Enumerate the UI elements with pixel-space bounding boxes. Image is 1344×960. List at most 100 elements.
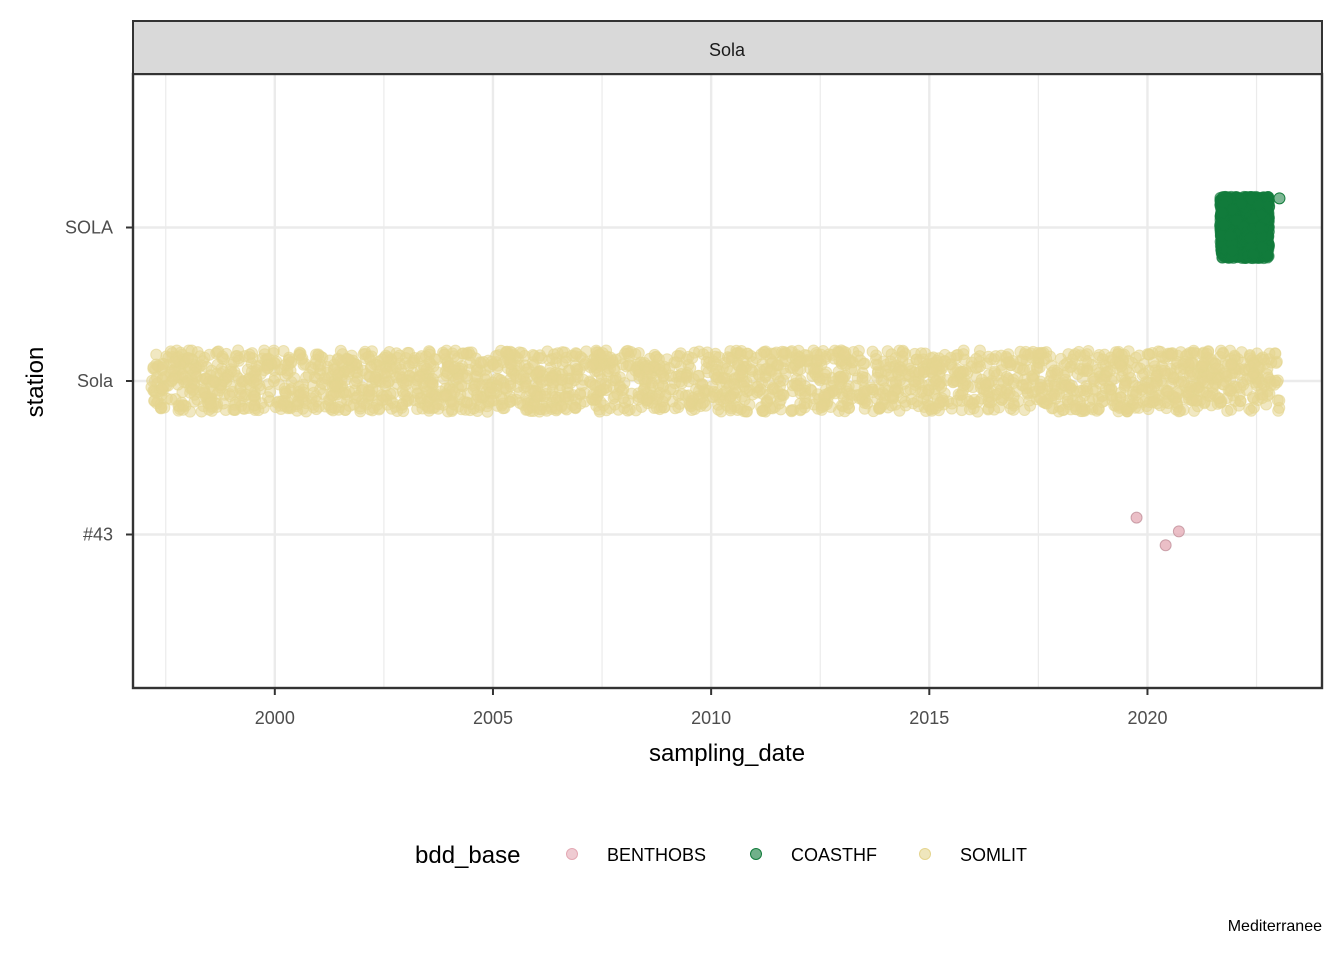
point-somlit: [885, 369, 898, 382]
point-somlit: [929, 402, 942, 415]
point-somlit: [1063, 381, 1076, 394]
point-somlit: [672, 389, 685, 402]
point-somlit: [279, 359, 292, 372]
point-somlit: [990, 368, 1003, 381]
point-somlit: [544, 361, 557, 374]
point-somlit: [520, 403, 533, 416]
point-benthobs: [1130, 511, 1143, 524]
point-somlit: [470, 394, 483, 407]
point-somlit: [735, 364, 748, 377]
point-somlit: [426, 378, 439, 391]
point-coasthf: [1226, 203, 1239, 216]
point-coasthf: [1235, 197, 1248, 210]
point-somlit: [606, 354, 619, 367]
point-somlit: [247, 389, 260, 402]
series-benthobs: [1130, 511, 1185, 552]
point-somlit: [156, 382, 169, 395]
point-somlit: [836, 371, 849, 384]
point-somlit: [1000, 350, 1013, 363]
point-somlit: [1188, 404, 1201, 417]
point-somlit: [381, 398, 394, 411]
point-somlit: [871, 371, 884, 384]
point-somlit: [538, 390, 551, 403]
point-somlit: [935, 381, 948, 394]
point-somlit: [424, 357, 437, 370]
y-axis-label: station: [22, 347, 49, 418]
point-somlit: [851, 372, 864, 385]
point-somlit: [760, 362, 773, 375]
point-somlit: [1158, 364, 1171, 377]
point-coasthf: [1215, 206, 1228, 219]
point-somlit: [414, 392, 427, 405]
point-somlit: [176, 368, 189, 381]
point-somlit: [680, 371, 693, 384]
point-somlit: [480, 369, 493, 382]
y-axis: #43 Sola SOLA: [65, 218, 133, 545]
point-somlit: [555, 373, 568, 386]
point-somlit: [1048, 388, 1061, 401]
point-somlit: [700, 355, 713, 368]
point-somlit: [641, 393, 654, 406]
point-somlit: [187, 383, 200, 396]
point-somlit: [150, 348, 163, 361]
point-somlit: [568, 401, 581, 414]
point-somlit: [1121, 405, 1134, 418]
point-somlit: [328, 401, 341, 414]
point-somlit: [1197, 358, 1210, 371]
point-somlit: [866, 345, 879, 358]
point-somlit: [1035, 392, 1048, 405]
point-somlit: [481, 405, 494, 418]
point-somlit: [1118, 379, 1131, 392]
point-coasthf: [1224, 229, 1237, 242]
point-somlit: [652, 390, 665, 403]
point-somlit: [1114, 360, 1127, 373]
point-somlit: [460, 347, 473, 360]
point-somlit: [616, 358, 629, 371]
point-somlit: [318, 372, 331, 385]
point-somlit: [904, 383, 917, 396]
point-somlit: [946, 397, 959, 410]
point-somlit: [1148, 380, 1161, 393]
point-somlit: [1165, 347, 1178, 360]
point-somlit: [1094, 377, 1107, 390]
point-somlit: [956, 388, 969, 401]
point-somlit: [1074, 384, 1087, 397]
point-somlit: [148, 394, 161, 407]
point-somlit: [278, 394, 291, 407]
point-somlit: [1236, 356, 1249, 369]
point-somlit: [884, 390, 897, 403]
point-somlit: [753, 370, 766, 383]
point-somlit: [1146, 396, 1159, 409]
point-somlit: [893, 404, 906, 417]
point-somlit: [366, 404, 379, 417]
point-somlit: [827, 384, 840, 397]
point-somlit: [438, 348, 451, 361]
point-somlit: [1245, 404, 1258, 417]
point-coasthf: [1253, 221, 1266, 234]
point-somlit: [334, 354, 347, 367]
point-somlit: [176, 386, 189, 399]
point-somlit: [1051, 364, 1064, 377]
point-somlit: [549, 390, 562, 403]
point-somlit: [718, 372, 731, 385]
point-somlit: [794, 374, 807, 387]
point-somlit: [297, 390, 310, 403]
point-somlit: [589, 393, 602, 406]
point-somlit: [329, 379, 342, 392]
point-somlit: [452, 372, 465, 385]
point-somlit: [1184, 380, 1197, 393]
point-somlit: [873, 388, 886, 401]
point-somlit: [743, 398, 756, 411]
point-somlit: [533, 403, 546, 416]
point-somlit: [629, 404, 642, 417]
point-somlit: [250, 360, 263, 373]
point-somlit: [535, 376, 548, 389]
point-coasthf: [1230, 214, 1243, 227]
point-somlit: [1068, 399, 1081, 412]
point-somlit: [979, 376, 992, 389]
point-somlit: [1190, 347, 1203, 360]
point-somlit: [851, 350, 864, 363]
point-somlit: [724, 404, 737, 417]
point-somlit: [683, 397, 696, 410]
point-somlit: [207, 376, 220, 389]
